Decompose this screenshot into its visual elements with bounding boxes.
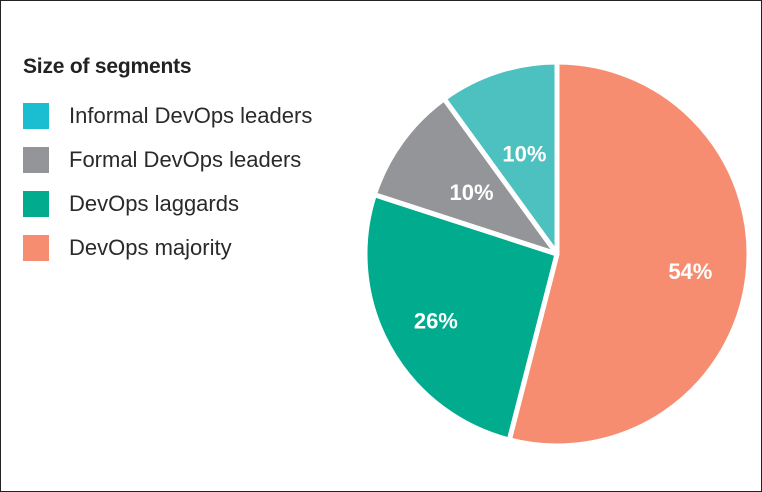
pie-slice-formal-devops-leaders [371, 96, 560, 257]
legend-swatch-devops-majority [23, 235, 49, 261]
legend-item-devops-majority: DevOps majority [23, 235, 312, 261]
legend-swatch-informal-devops-leaders [23, 103, 49, 129]
legend-swatch-devops-laggards [23, 191, 49, 217]
slice-label-informal-devops-leaders: 10% [502, 142, 546, 167]
legend-label-devops-majority: DevOps majority [69, 235, 232, 260]
slice-label-formal-devops-leaders: 10% [450, 180, 494, 205]
slice-label-devops-laggards: 26% [414, 309, 458, 334]
legend-label-devops-laggards: DevOps laggards [69, 191, 239, 216]
legend-item-formal-devops-leaders: Formal DevOps leaders [23, 147, 312, 173]
chart-title: Size of segments [23, 55, 192, 78]
legend-item-devops-laggards: DevOps laggards [23, 191, 312, 217]
legend-label-informal-devops-leaders: Informal DevOps leaders [69, 103, 313, 128]
pie-slice-informal-devops-leaders [441, 59, 560, 257]
legend-item-informal-devops-leaders: Informal DevOps leaders [23, 103, 312, 129]
legend-swatch-formal-devops-leaders [23, 147, 49, 173]
pie-slice-devops-laggards [362, 192, 560, 443]
slice-label-devops-majority: 54% [668, 259, 712, 284]
legend-label-formal-devops-leaders: Formal DevOps leaders [69, 147, 302, 172]
pie-slice-devops-majority [506, 59, 752, 449]
legend: Size of segments Informal DevOps leaders… [23, 55, 312, 279]
